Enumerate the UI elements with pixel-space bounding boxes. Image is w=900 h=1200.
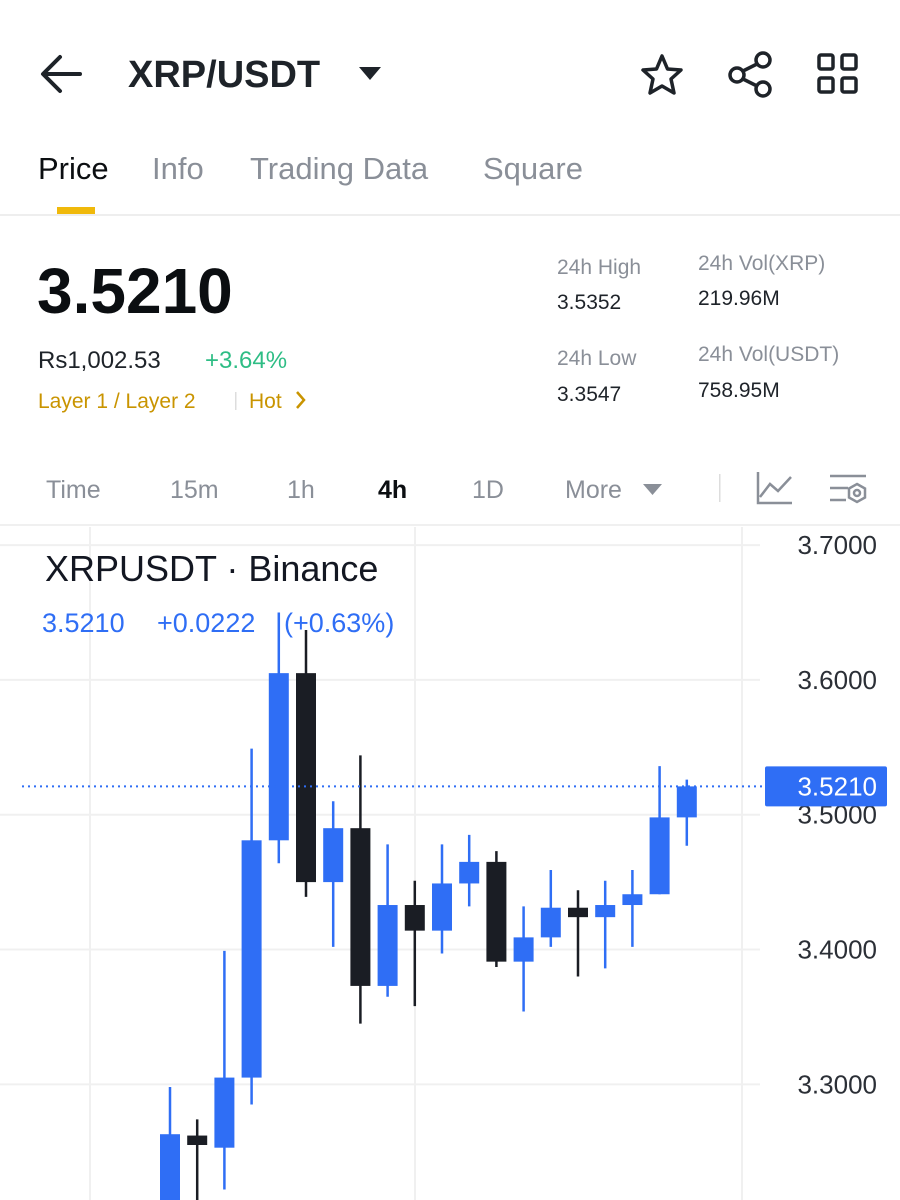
divider (0, 214, 900, 216)
tag-separator (235, 392, 237, 410)
candle-body (160, 1134, 180, 1200)
interval[interactable]: Time (46, 476, 101, 504)
plot-area (0, 527, 760, 1200)
quote-change: +0.0222 (157, 608, 255, 638)
stat-value: 219.96M (698, 287, 780, 310)
stat-value: 758.95M (698, 379, 780, 402)
tag[interactable]: Layer 1 / Layer 2 (38, 390, 196, 413)
candle-body (241, 840, 262, 1078)
tag-chevron (296, 391, 306, 409)
candle-body (214, 1077, 235, 1148)
stat-label: 24h Vol(XRP) (698, 252, 825, 275)
apps-icon[interactable] (817, 53, 858, 94)
tab[interactable]: Square (483, 151, 583, 186)
apps-cell (817, 53, 835, 71)
tab[interactable]: Price (38, 151, 109, 186)
interval[interactable]: 1h (287, 476, 315, 504)
y-tick-label: 3.7000 (797, 530, 877, 560)
y-tick-label: 3.4000 (797, 935, 877, 965)
last-price: 3.5210 (37, 255, 233, 327)
share-dot (754, 80, 772, 98)
y-tick-label: 3.6000 (797, 665, 877, 695)
pair-dropdown[interactable] (359, 67, 381, 80)
share-dot (754, 51, 772, 69)
more-caret (643, 484, 662, 495)
local-price: Rs1,002.53 (38, 347, 161, 374)
y-tick-label: 3.3000 (797, 1069, 877, 1099)
stat-label: 24h High (557, 256, 641, 279)
settings-dot (852, 488, 862, 498)
interval[interactable]: 15m (170, 476, 219, 504)
back-arrow (41, 55, 82, 93)
share-icon[interactable] (728, 51, 772, 98)
favorite-icon[interactable] (641, 54, 683, 95)
tab[interactable]: Trading Data (250, 151, 429, 186)
back-button[interactable] (41, 55, 82, 93)
candle-body (595, 905, 616, 918)
settings-icon[interactable] (830, 474, 867, 504)
share-lines (742, 62, 758, 88)
separator (719, 474, 721, 502)
last-price-tag (765, 766, 887, 807)
tab-indicator (57, 207, 95, 214)
candle-body (377, 905, 398, 986)
stat-value: 3.5352 (557, 291, 621, 314)
stat-value: 3.3547 (557, 383, 621, 406)
candle-body (486, 861, 507, 962)
stats: 24h High 3.5352 24h Low 3.3547 24h Vol(XRP) 2… (557, 252, 839, 406)
quote-change-pct: (+0.63%) (284, 608, 394, 638)
tag[interactable]: Hot (249, 390, 282, 413)
tab[interactable]: Info (152, 151, 204, 186)
interval-bar: Time 15m 1h 4h 1D More (46, 476, 622, 504)
settings-hex (847, 482, 867, 504)
pair-title[interactable]: XRP/USDT (128, 54, 320, 96)
price-change: +3.64% (205, 347, 287, 374)
last-price-label: 3.5210 (797, 771, 877, 801)
interval[interactable]: 4h (378, 476, 407, 504)
candle-body (649, 817, 670, 895)
indicator-icon[interactable] (756, 472, 792, 505)
candle-body (323, 828, 344, 883)
chart-title: XRPUSDT · Binance (45, 548, 378, 589)
candle-body (350, 828, 371, 986)
candle-body (459, 861, 480, 884)
candle-body (513, 937, 534, 962)
candle-body (568, 907, 588, 918)
candle-body (432, 883, 452, 931)
apps-cell (817, 76, 835, 94)
candle-body (622, 894, 643, 906)
stat-label: 24h Low (557, 347, 637, 370)
share-dot (728, 66, 746, 84)
tab-bar: Price Info Trading Data Square (38, 151, 583, 186)
stat-label: 24h Vol(USDT) (698, 343, 839, 366)
interval[interactable]: More (565, 476, 622, 504)
candle-body (676, 786, 697, 818)
apps-cell (840, 76, 858, 94)
quote-price: 3.5210 (42, 608, 125, 638)
candle-body (540, 907, 561, 938)
interval[interactable]: 1D (472, 476, 504, 504)
divider (0, 524, 900, 526)
settings-lines (830, 474, 866, 502)
candle-body (268, 673, 289, 841)
apps-cell (840, 53, 858, 71)
chart-quote: 3.5210 +0.0222 (+0.63%) (42, 608, 394, 638)
candle-body (296, 673, 316, 883)
candle-body (404, 905, 425, 931)
candle-body (187, 1135, 208, 1145)
